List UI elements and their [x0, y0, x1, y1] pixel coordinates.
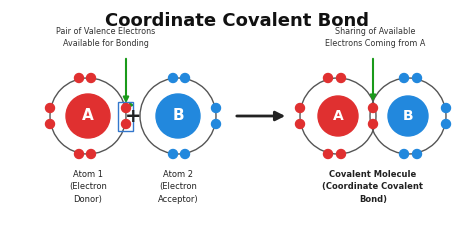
Text: Covalent Molecule
(Coordinate Covalent
Bond): Covalent Molecule (Coordinate Covalent B…: [322, 170, 423, 204]
Circle shape: [46, 103, 55, 113]
Circle shape: [168, 73, 177, 83]
Circle shape: [121, 120, 130, 128]
Text: Atom 1
(Electron
Donor): Atom 1 (Electron Donor): [69, 170, 107, 204]
Circle shape: [74, 73, 83, 83]
Text: Atom 2
(Electron
Acceptor): Atom 2 (Electron Acceptor): [158, 170, 198, 204]
Circle shape: [211, 120, 220, 128]
Circle shape: [318, 96, 358, 136]
Circle shape: [295, 103, 304, 113]
Text: Coordinate Covalent Bond: Coordinate Covalent Bond: [105, 12, 369, 30]
Circle shape: [388, 96, 428, 136]
Circle shape: [400, 73, 409, 83]
Circle shape: [168, 150, 177, 158]
Circle shape: [337, 73, 346, 83]
Text: Pair of Valence Electrons
Available for Bonding: Pair of Valence Electrons Available for …: [56, 27, 155, 48]
Circle shape: [46, 120, 55, 128]
Circle shape: [295, 120, 304, 128]
Circle shape: [181, 150, 190, 158]
Text: +: +: [125, 106, 141, 125]
Text: A: A: [82, 109, 94, 124]
Circle shape: [412, 73, 421, 83]
Circle shape: [156, 94, 200, 138]
Circle shape: [412, 150, 421, 158]
Circle shape: [181, 73, 190, 83]
Circle shape: [368, 103, 377, 113]
Circle shape: [368, 120, 377, 128]
Text: B: B: [403, 109, 413, 123]
Circle shape: [74, 150, 83, 158]
Circle shape: [66, 94, 110, 138]
Circle shape: [211, 103, 220, 113]
Circle shape: [86, 73, 95, 83]
Circle shape: [323, 150, 332, 158]
Circle shape: [121, 103, 130, 113]
Circle shape: [441, 103, 450, 113]
Text: Sharing of Available
Electrons Coming from A: Sharing of Available Electrons Coming fr…: [325, 27, 425, 48]
Circle shape: [337, 150, 346, 158]
Circle shape: [323, 73, 332, 83]
Circle shape: [441, 120, 450, 128]
Circle shape: [86, 150, 95, 158]
Text: B: B: [172, 109, 184, 124]
Circle shape: [400, 150, 409, 158]
Text: A: A: [333, 109, 343, 123]
